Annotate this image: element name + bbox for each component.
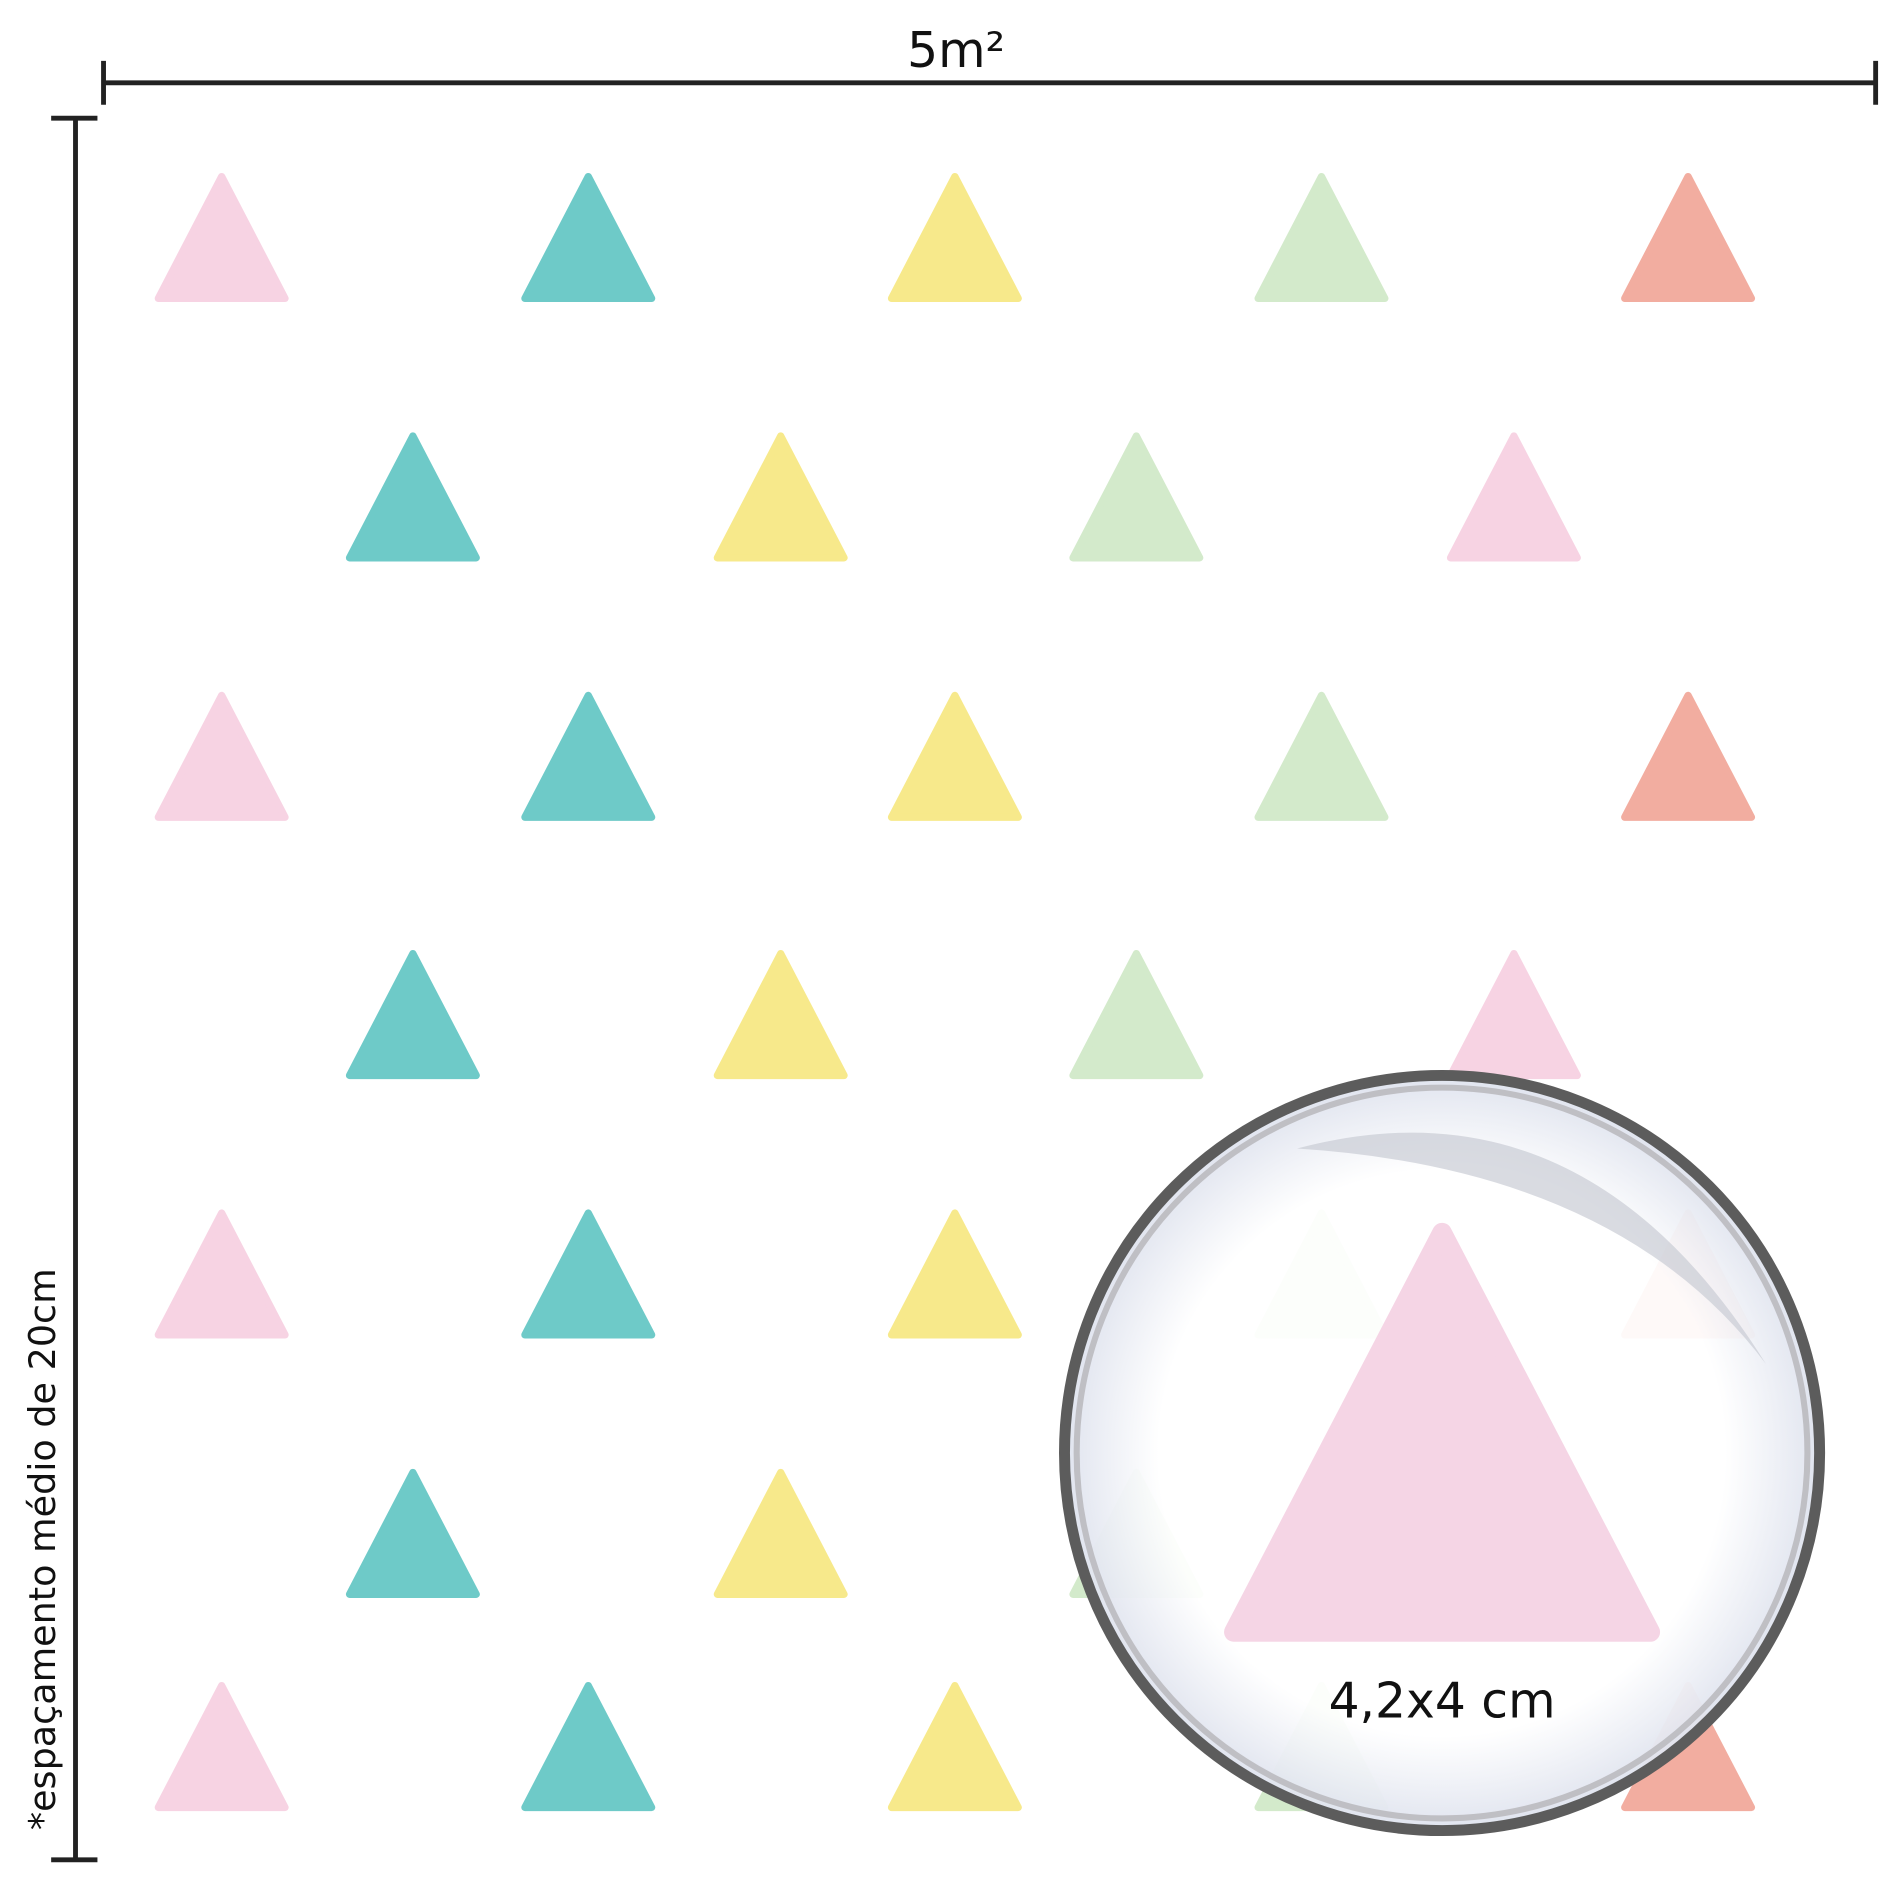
triangle xyxy=(1621,172,1756,303)
triangle xyxy=(521,691,656,821)
width-dimension xyxy=(101,60,1879,105)
triangle xyxy=(345,432,480,562)
spacing-note: *espaçamento médio de 20cm xyxy=(21,1268,64,1830)
triangle xyxy=(713,432,848,562)
magnifier: 4,2x4 cm xyxy=(1059,1069,1826,1837)
triangle xyxy=(1621,691,1756,821)
triangle xyxy=(154,691,289,821)
triangle xyxy=(887,172,1022,303)
lens-rim xyxy=(1073,1084,1811,1822)
triangle xyxy=(1446,949,1581,1080)
sample-triangle xyxy=(1224,1222,1661,1642)
size-label: 4,2x4 cm xyxy=(1329,1673,1556,1729)
triangle xyxy=(521,172,656,303)
triangle xyxy=(345,1468,480,1598)
triangle xyxy=(154,172,289,303)
triangle xyxy=(345,949,480,1080)
triangle xyxy=(1254,691,1389,821)
triangle xyxy=(1446,432,1581,562)
triangle xyxy=(154,1209,289,1339)
triangle xyxy=(713,1468,848,1598)
lens-glare xyxy=(1297,1132,1767,1365)
triangle xyxy=(521,1209,656,1339)
triangle xyxy=(887,691,1022,821)
triangle xyxy=(887,1209,1022,1339)
width-label: 5m² xyxy=(907,23,1005,79)
triangle xyxy=(154,1681,289,1812)
triangle xyxy=(713,949,848,1080)
triangle xyxy=(1254,172,1389,303)
height-dimension xyxy=(51,115,98,1863)
triangle xyxy=(1069,432,1204,562)
triangle xyxy=(887,1681,1022,1812)
triangle xyxy=(1069,949,1204,1080)
triangle xyxy=(521,1681,656,1812)
